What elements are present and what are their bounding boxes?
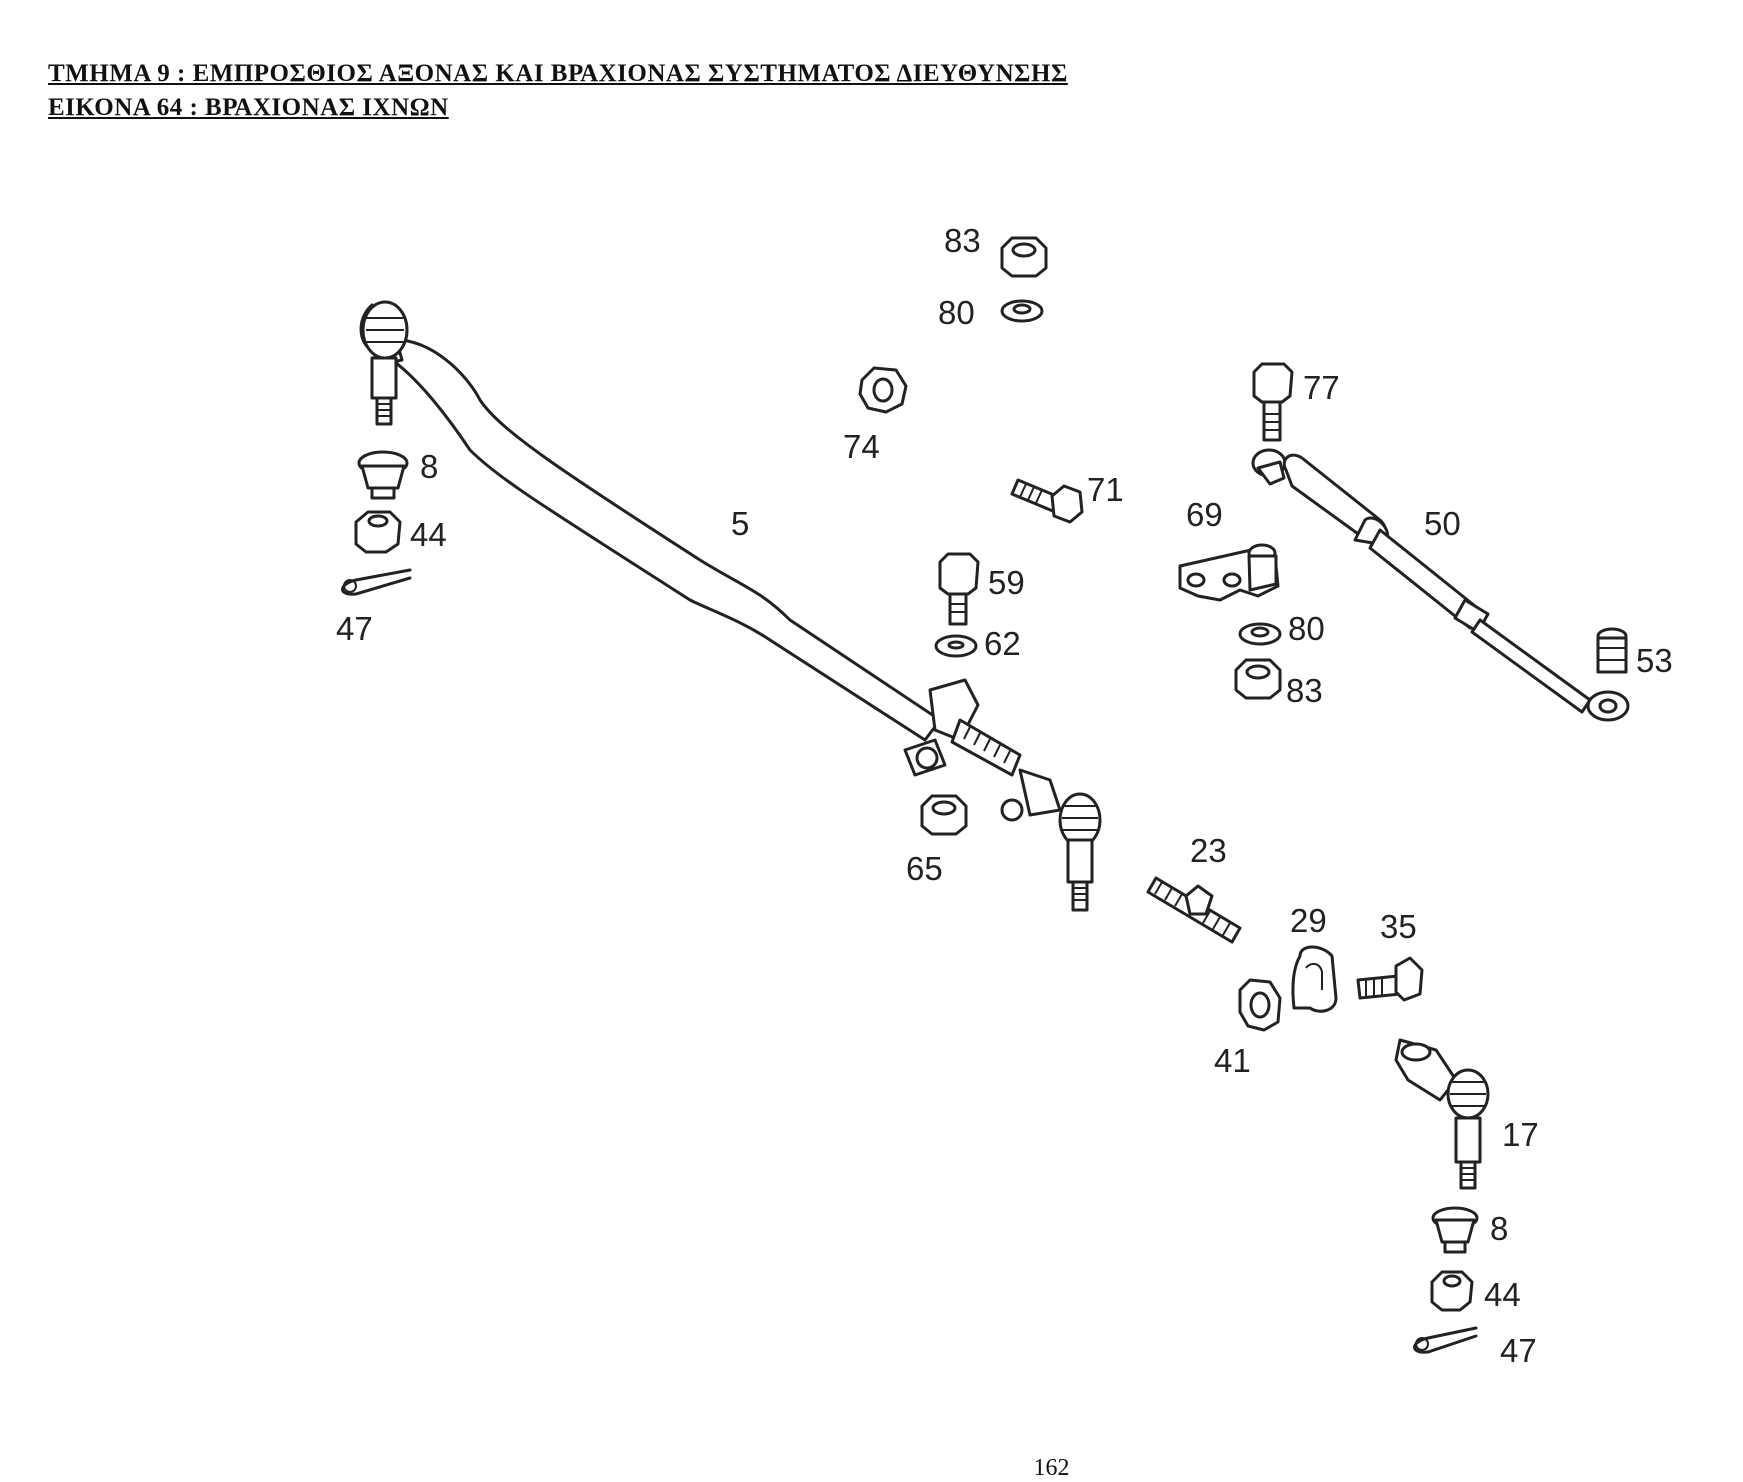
nut-part-83-right xyxy=(1234,658,1282,700)
callout-50: 50 xyxy=(1424,505,1461,542)
castle-nut-part-44-right xyxy=(1430,1270,1474,1312)
clamp-part-29 xyxy=(1291,945,1338,1013)
callout-8-left: 8 xyxy=(420,448,438,485)
callout-29: 29 xyxy=(1290,902,1327,939)
bolt-part-77 xyxy=(1252,362,1294,442)
cotter-pin-part-47-left xyxy=(341,568,412,596)
callout-69: 69 xyxy=(1186,496,1223,533)
callout-44-right: 44 xyxy=(1484,1276,1521,1313)
callout-47-right: 47 xyxy=(1500,1332,1537,1369)
threaded-stud-part-23 xyxy=(1146,876,1242,944)
callout-80-right: 80 xyxy=(1288,610,1325,647)
callout-59: 59 xyxy=(988,564,1025,601)
callout-35: 35 xyxy=(1380,908,1417,945)
nut-part-83-top xyxy=(1000,236,1048,278)
callout-77: 77 xyxy=(1303,369,1340,406)
callout-65: 65 xyxy=(906,850,943,887)
steering-damper-part-50 xyxy=(1251,448,1630,722)
callout-83-top: 83 xyxy=(944,222,981,259)
bolt-part-71 xyxy=(1010,478,1084,524)
section-title: ΤΜΗΜΑ 9 : ΕΜΠΡΟΣΘΙΟΣ ΑΞΟΝΑΣ ΚΑΙ ΒΡΑΧΙΟΝΑ… xyxy=(48,60,1068,87)
castle-nut-part-44-left xyxy=(354,510,402,554)
callout-17: 17 xyxy=(1502,1116,1539,1153)
bolt-part-35 xyxy=(1356,956,1424,1002)
washer-part-80-right xyxy=(1238,622,1282,646)
callout-44-left: 44 xyxy=(410,516,447,553)
callout-71: 71 xyxy=(1087,471,1124,508)
tie-rod-end-part-17 xyxy=(1394,1038,1490,1190)
washer-part-80-top xyxy=(1000,299,1044,323)
callout-53: 53 xyxy=(1636,642,1673,679)
cotter-pin-part-47-right xyxy=(1413,1326,1478,1354)
washer-part-62 xyxy=(934,634,978,658)
page-number: 162 xyxy=(1033,1455,1070,1481)
callout-23: 23 xyxy=(1190,832,1227,869)
nut-part-41 xyxy=(1238,978,1282,1032)
bushing-part-53 xyxy=(1596,627,1628,674)
tie-rod-part-5 xyxy=(359,300,1102,912)
nut-part-74 xyxy=(858,366,908,414)
grommet-part-8-right xyxy=(1431,1206,1479,1254)
callout-80-top: 80 xyxy=(938,294,975,331)
figure-title: ΕΙΚΟΝΑ 64 : ΒΡΑΧΙΟΝΑΣ ΙΧΝΩΝ xyxy=(48,94,449,121)
callout-41: 41 xyxy=(1214,1042,1251,1079)
callout-74: 74 xyxy=(843,428,880,465)
grommet-part-8-left xyxy=(357,450,409,500)
bolt-part-59 xyxy=(938,552,980,626)
nut-part-65 xyxy=(920,794,968,836)
callout-5: 5 xyxy=(731,505,749,542)
callout-62: 62 xyxy=(984,625,1021,662)
bracket-part-69 xyxy=(1178,543,1280,602)
callout-8-right: 8 xyxy=(1490,1210,1508,1247)
callout-83-right: 83 xyxy=(1286,672,1323,709)
callout-47-left: 47 xyxy=(336,610,373,647)
